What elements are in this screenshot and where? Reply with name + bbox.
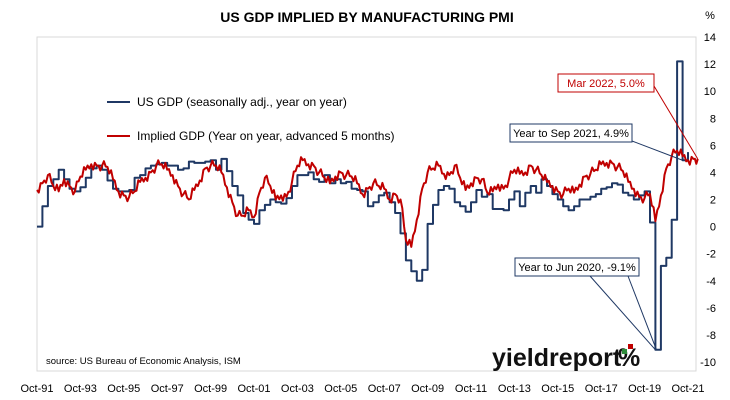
x-tick-label: Oct-91 (20, 383, 53, 395)
annotation-jun-2020: Year to Jun 2020, -9.1% (514, 257, 657, 351)
x-tick-label: Oct-11 (455, 383, 487, 395)
y-tick-label: 6 (710, 140, 716, 152)
brand-mark-green (622, 349, 627, 354)
y-tick-label: -8 (706, 330, 716, 342)
x-tick-label: Oct-13 (498, 383, 531, 395)
annotation-text-mar-2022: Mar 2022, 5.0% (567, 78, 645, 90)
x-tick-label: Oct-93 (64, 383, 97, 395)
y-unit-label: % (705, 10, 715, 22)
y-tick-label: 14 (704, 32, 716, 44)
annotation-sep-2021: Year to Sep 2021, 4.9% (509, 123, 683, 161)
x-axis: Oct-91 Oct-93 Oct-95 Oct-97 Oct-99 Oct-01 Oct-… (20, 383, 704, 395)
annotation-text-jun-2020: Year to Jun 2020, -9.1% (518, 262, 636, 274)
x-tick-label: Oct-21 (671, 383, 704, 395)
x-tick-label: Oct-01 (237, 383, 270, 395)
brand-wordmark: yieldreport (492, 344, 622, 372)
x-tick-label: Oct-07 (368, 383, 401, 395)
x-tick-label: Oct-99 (194, 383, 227, 395)
y-tick-label: -10 (700, 357, 716, 369)
y-tick-label: 0 (710, 222, 716, 234)
x-tick-label: Oct-95 (107, 383, 140, 395)
y-tick-label: 8 (710, 113, 716, 125)
annotation-leader-jun-2020 (589, 275, 656, 351)
x-tick-label: Oct-17 (585, 383, 618, 395)
brand-logo: yieldreport % (492, 344, 640, 372)
y-tick-label: 4 (710, 167, 716, 179)
source-note: source: US Bureau of Economic Analysis, … (46, 356, 241, 367)
y-tick-label: -6 (706, 303, 716, 315)
series-line-implied-gdp (36, 148, 699, 248)
x-tick-label: Oct-09 (411, 383, 444, 395)
y-tick-label: -4 (706, 276, 716, 288)
y-tick-label: 12 (704, 59, 716, 71)
annotation-leader-sep-2021 (631, 140, 683, 161)
x-tick-label: Oct-15 (541, 383, 574, 395)
legend-label-us-gdp: US GDP (seasonally adj., year on year) (137, 95, 347, 109)
x-tick-label: Oct-19 (628, 383, 661, 395)
legend-label-implied-gdp: Implied GDP (Year on year, advanced 5 mo… (137, 129, 394, 143)
annotation-text-sep-2021: Year to Sep 2021, 4.9% (513, 128, 629, 140)
x-tick-label: Oct-97 (151, 383, 184, 395)
y-tick-label: -2 (706, 249, 716, 261)
annotation-leader-jun-2020-2 (627, 275, 657, 350)
annotation-box-mar-2022 (557, 73, 655, 93)
brand-mark-red (628, 344, 633, 349)
annotation-box-jun-2020 (514, 257, 640, 277)
legend: US GDP (seasonally adj., year on year) I… (107, 95, 394, 143)
y-tick-label: 2 (710, 195, 716, 207)
annotation-box-sep-2021 (509, 123, 633, 143)
plot-area-border (36, 36, 697, 372)
series-layer (36, 60, 699, 351)
y-tick-label: 10 (704, 86, 716, 98)
x-tick-label: Oct-03 (281, 383, 314, 395)
series-line-us-gdp (37, 60, 689, 351)
x-tick-label: Oct-05 (324, 383, 357, 395)
annotation-mar-2022: Mar 2022, 5.0% (557, 73, 699, 160)
y-axis: 14 12 10 8 6 4 2 0 -2 -4 -6 -8 -10 (700, 32, 716, 369)
annotation-leader-mar-2022 (653, 85, 699, 160)
chart-title: US GDP IMPLIED BY MANUFACTURING PMI (220, 9, 514, 25)
